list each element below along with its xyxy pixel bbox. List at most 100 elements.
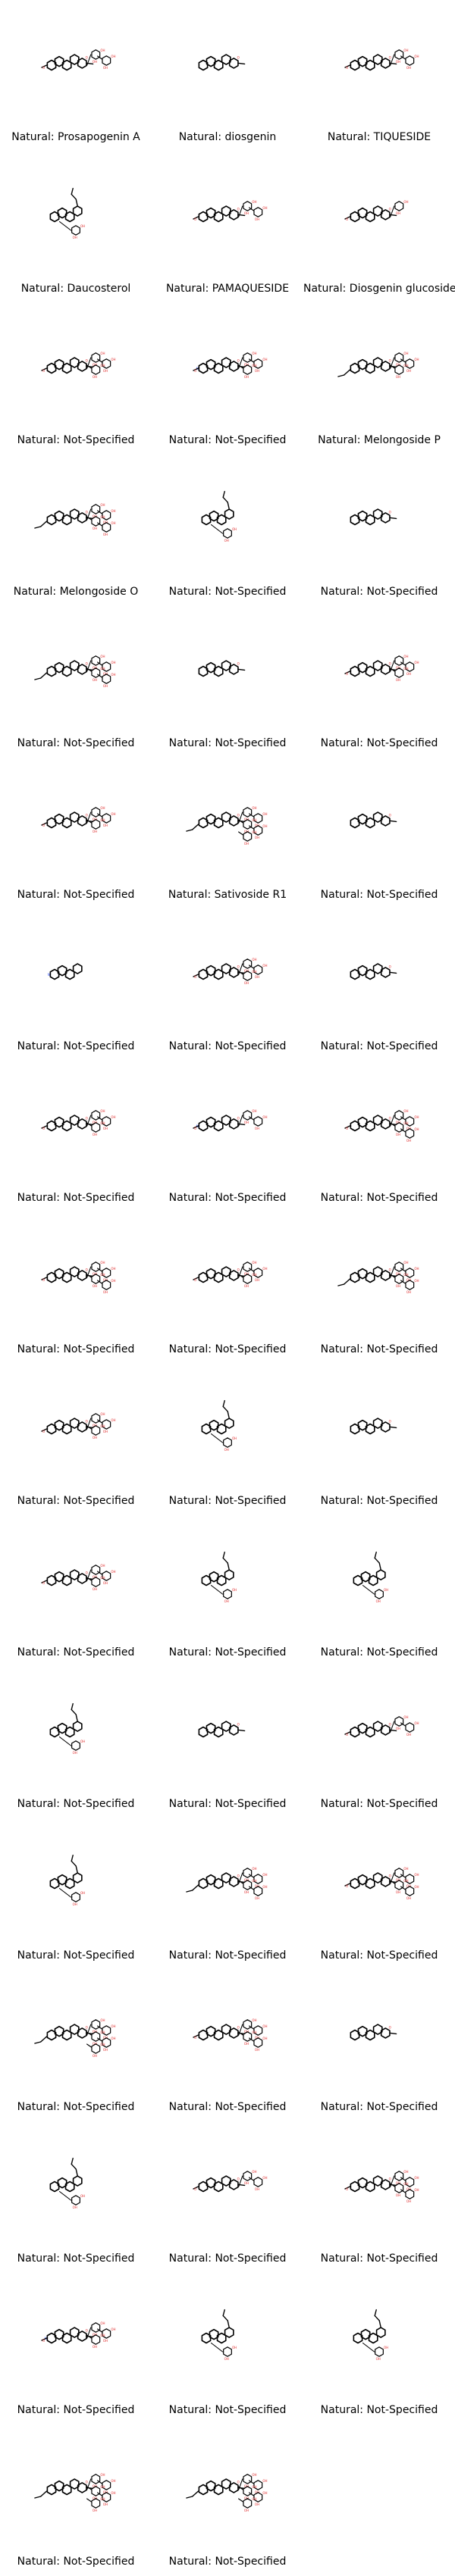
svg-text:OH: OH — [111, 2037, 115, 2040]
molecule-structure: O — [350, 2024, 397, 2041]
svg-text:OH: OH — [244, 375, 249, 379]
steroid-core: OO — [344, 1114, 397, 1132]
svg-text:O: O — [237, 965, 240, 969]
molecule-label: Natural: Not-Specified — [320, 1343, 438, 1355]
molecule-structure: OH OH — [353, 1551, 388, 1603]
svg-text:OH: OH — [93, 514, 97, 518]
svg-text:O: O — [237, 2177, 240, 2181]
svg-text:OH: OH — [406, 1896, 411, 1900]
svg-text:O: O — [237, 1723, 240, 1727]
svg-text:O: O — [86, 2481, 88, 2484]
svg-text:OH: OH — [100, 2334, 105, 2337]
svg-text:OH: OH — [262, 2479, 267, 2483]
svg-text:OH: OH — [403, 1261, 408, 1265]
svg-text:OH: OH — [244, 981, 249, 985]
svg-text:OH: OH — [100, 2043, 105, 2046]
svg-text:OH: OH — [244, 363, 249, 367]
molecule-cell: O OH OH OH OH OH OH OH OH OH OH Natural: Not-Specif… — [0, 1970, 152, 2121]
svg-text:OH: OH — [103, 1581, 108, 1585]
svg-text:OH: OH — [252, 352, 256, 355]
svg-text:OH: OH — [93, 363, 97, 367]
svg-text:OH: OH — [403, 200, 408, 204]
molecule-cell: OH OH Natural: Not-Specified — [152, 1364, 303, 1515]
svg-text:OH: OH — [93, 1424, 97, 1427]
molecule-cell: O Natural: Not-Specified — [303, 1364, 455, 1515]
svg-text:OH: OH — [93, 1575, 97, 1579]
svg-text:O: O — [86, 2329, 88, 2333]
svg-text:OH: OH — [406, 1127, 411, 1130]
svg-text:OH: OH — [93, 2333, 97, 2337]
svg-text:O: O — [389, 56, 391, 60]
svg-text:OH: OH — [100, 364, 105, 367]
svg-text:OH: OH — [100, 503, 105, 507]
molecule-label: Natural: diosgenin — [178, 131, 277, 143]
svg-text:O: O — [194, 369, 196, 373]
svg-text:O: O — [42, 1278, 45, 1282]
svg-text:OH: OH — [255, 836, 259, 839]
molecule-cell: O O OH OH OH OH Natural: TIQUESIDE — [303, 0, 455, 152]
molecule-cell: O O OH OH OH OH OH OH OH OH Natural: Not-Specified — [303, 2121, 455, 2273]
svg-text:OH: OH — [103, 369, 108, 373]
svg-text:OH: OH — [232, 1588, 237, 1592]
molecule-label: Natural: Not-Specified — [17, 434, 135, 446]
svg-text:OH: OH — [73, 2206, 77, 2209]
svg-text:O: O — [42, 1127, 45, 1130]
svg-text:OH: OH — [244, 211, 249, 215]
molecule-cell: OH OH Natural: Not-Specified — [0, 1818, 152, 1970]
svg-text:O: O — [237, 2481, 240, 2484]
svg-text:OH: OH — [224, 1599, 229, 1603]
svg-text:O: O — [389, 1268, 391, 1272]
sugar-units: OH OH OH OH — [238, 2170, 267, 2191]
molecule-structure: O — [350, 1418, 397, 1435]
svg-text:OH: OH — [93, 2496, 97, 2500]
molecule-cell: O O OH OH OH OH OH OH Natural: Not-Specified — [0, 1364, 152, 1515]
svg-text:OH: OH — [111, 661, 115, 664]
svg-text:OH: OH — [111, 2024, 115, 2028]
svg-text:OH: OH — [93, 818, 97, 821]
svg-text:OH: OH — [232, 527, 237, 531]
molecule-cell: O OH OH OH OH OH OH OH OH Natural: Not-Specified — [303, 1212, 455, 1364]
svg-text:OH: OH — [80, 224, 85, 228]
svg-text:OH: OH — [252, 364, 256, 367]
svg-text:OH: OH — [396, 1284, 400, 1288]
molecule-label: Natural: Not-Specified — [17, 1495, 135, 1507]
molecule-cell: O Natural: Not-Specified — [152, 606, 303, 758]
svg-text:OH: OH — [262, 1873, 267, 1877]
steroid-core: OO — [344, 205, 397, 223]
svg-text:O: O — [389, 1874, 391, 1878]
svg-text:O: O — [86, 814, 88, 818]
svg-text:OH: OH — [403, 1121, 408, 1125]
svg-text:OH: OH — [255, 824, 259, 827]
molecule-cell: OH OH Natural: Not-Specified — [303, 2273, 455, 2424]
svg-text:OH: OH — [396, 2181, 400, 2185]
sugar-units: OH OH — [58, 1736, 85, 1755]
svg-text:OH: OH — [93, 375, 97, 379]
svg-text:OH: OH — [100, 655, 105, 658]
svg-text:OH: OH — [414, 1127, 419, 1131]
molecule-cell: O Natural: Not-Specified — [303, 758, 455, 909]
svg-text:OH: OH — [103, 2503, 108, 2506]
sugar-units: OH OH — [210, 2342, 237, 2361]
svg-text:OH: OH — [103, 533, 108, 536]
svg-text:OH: OH — [414, 1885, 419, 1889]
svg-text:OH: OH — [255, 1127, 259, 1130]
molecule-structure: O — [198, 54, 246, 71]
steroid-core: OO — [193, 1266, 246, 1283]
svg-text:OH: OH — [403, 352, 408, 355]
svg-text:OH: OH — [103, 2036, 108, 2040]
svg-text:OH: OH — [396, 1890, 400, 1894]
svg-text:OH: OH — [244, 818, 249, 821]
svg-text:OH: OH — [255, 2187, 259, 2191]
svg-text:OH: OH — [111, 521, 115, 525]
steroid-core: OO — [41, 811, 94, 829]
svg-text:OH: OH — [262, 1267, 267, 1271]
